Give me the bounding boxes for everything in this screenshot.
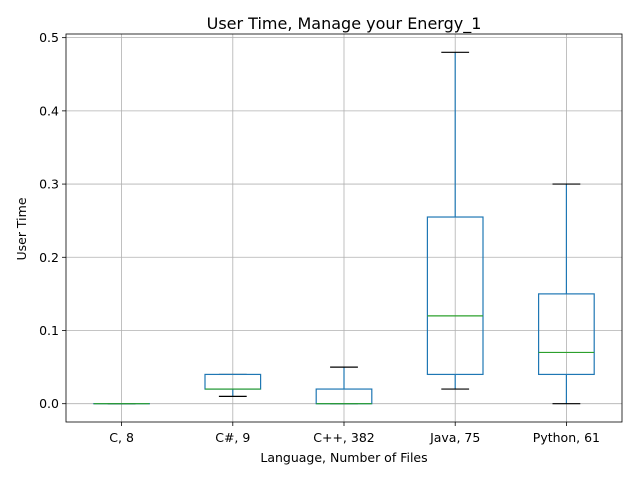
x-tick-label: Java, 75 <box>429 430 480 445</box>
chart-title: User Time, Manage your Energy_1 <box>207 14 482 34</box>
x-tick-label: C++, 382 <box>313 430 374 445</box>
y-tick-label: 0.1 <box>39 323 59 338</box>
x-tick-label: Python, 61 <box>533 430 600 445</box>
x-tick-label: C, 8 <box>109 430 134 445</box>
x-tick-label: C#, 9 <box>215 430 250 445</box>
y-tick-label: 0.2 <box>39 250 59 265</box>
x-axis-label: Language, Number of Files <box>260 450 427 465</box>
y-tick-label: 0.4 <box>39 103 59 118</box>
y-axis-label: User Time <box>14 197 29 260</box>
y-tick-label: 0.5 <box>39 30 59 45</box>
y-tick-label: 0.3 <box>39 177 59 192</box>
y-tick-label: 0.0 <box>39 396 59 411</box>
